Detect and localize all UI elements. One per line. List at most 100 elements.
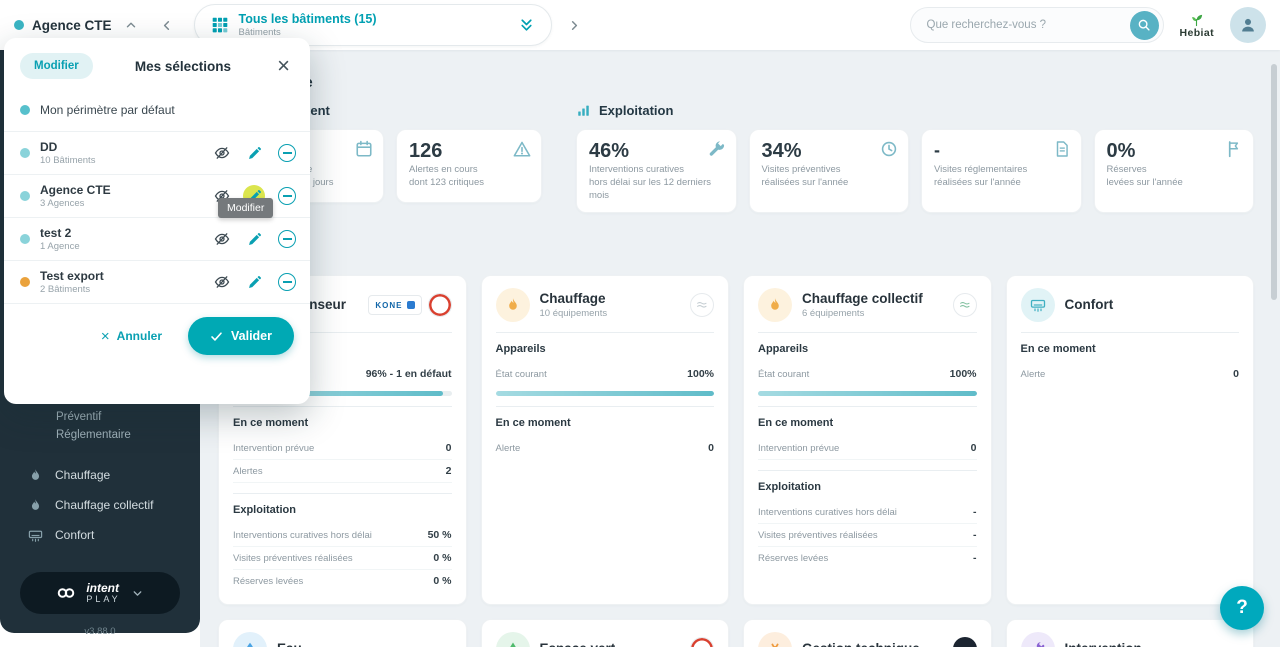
kpi-value: 34% [761, 140, 802, 162]
modifier-tooltip: Modifier [218, 198, 274, 218]
play-label: PLAY [86, 593, 121, 604]
selection-dot [20, 148, 30, 158]
intent-play-logo-icon [56, 583, 76, 603]
buildings-grid-icon [211, 16, 229, 34]
flag-icon [1225, 140, 1243, 158]
card-row: Visites préventives réalisées 0 % [233, 547, 452, 571]
card-section-label: Exploitation [233, 504, 296, 517]
card-row: Réserves levées 0 % [233, 575, 452, 588]
document-icon [1053, 140, 1071, 158]
card-section-label: En ce moment [495, 417, 571, 430]
selection-dot [20, 234, 30, 244]
remove-icon[interactable] [278, 144, 296, 162]
card-title: Espace vert [540, 641, 616, 647]
card-title: Chauffage [539, 291, 606, 307]
sidebar-item-label: Chauffage collectif [55, 498, 154, 512]
edit-pencil-icon[interactable] [243, 271, 265, 293]
modal-title: Mes sélections [134, 58, 231, 74]
equipment-card-gestion-technique[interactable]: Gestion technique a [743, 619, 992, 647]
card-section-label: En ce moment [1020, 343, 1096, 356]
card-title: Chauffage collectif [802, 291, 923, 307]
search-icon [1137, 18, 1151, 32]
stat-value: 126 [409, 140, 443, 162]
selections-modal: Modifier Mes sélections × Mon périmètre … [4, 38, 310, 404]
progress-bar [758, 391, 977, 397]
agency-status-dot [14, 20, 24, 30]
equipment-card-eau[interactable]: Eau [218, 619, 467, 647]
modifier-mode-badge[interactable]: Modifier [20, 53, 93, 79]
progress-bar [495, 391, 714, 397]
tree-icon [505, 641, 521, 647]
equipment-card-chauffage[interactable]: Chauffage 10 équipements Appareils État … [480, 275, 729, 606]
kone-brand-badge: KONE [368, 295, 422, 316]
cancel-button[interactable]: × Annuler [100, 327, 162, 345]
equipment-card-intervention[interactable]: Intervention [1005, 619, 1254, 647]
sidebar-item-preventif[interactable]: Préventif [56, 411, 102, 423]
page-title: Synthèse [246, 74, 1254, 91]
brand-logo [690, 637, 714, 647]
check-icon [210, 330, 223, 343]
close-icon[interactable]: × [277, 53, 290, 78]
card-row: Interventions curatives hors délai 50 % [233, 524, 452, 548]
eye-off-icon[interactable] [214, 274, 230, 290]
leaf-icon [1188, 12, 1205, 27]
flame-icon [505, 297, 521, 313]
chevron-double-down-icon[interactable] [518, 16, 535, 34]
building-selector-title: Tous les bâtiments (15) [238, 11, 377, 26]
kpi-value: 46% [589, 140, 630, 162]
section-exploitation: Exploitation 46% Interventions curatives… [576, 103, 1254, 214]
card-row: Alerte 0 [495, 442, 715, 455]
edit-pencil-icon[interactable] [243, 228, 265, 250]
search-button[interactable] [1129, 10, 1159, 40]
calendar-icon [355, 140, 373, 158]
brand-name: Hebiat [1179, 26, 1214, 39]
default-scope-row[interactable]: Mon périmètre par défaut [4, 85, 310, 131]
selection-dot [20, 277, 30, 287]
card-section-label: En ce moment [758, 417, 834, 430]
sidebar-item-reglementaire[interactable]: Réglementaire [56, 429, 131, 441]
edit-pencil-icon[interactable] [243, 142, 265, 164]
card-title: Intervention [1065, 641, 1142, 647]
clock-icon [880, 140, 898, 158]
bar-chart-icon [576, 103, 591, 118]
eye-off-icon[interactable] [214, 231, 230, 247]
remove-icon[interactable] [278, 187, 296, 205]
card-section-label: Exploitation [758, 481, 821, 494]
air-conditioner-icon [28, 528, 43, 543]
stat-card-alertes: 126 Alertes en cours dont 123 critiques [396, 129, 542, 203]
sidebar-item-chauffage-collectif[interactable]: Chauffage collectif [0, 490, 200, 520]
equipment-card-espace-vert[interactable]: Espace vert [480, 619, 729, 647]
help-button[interactable]: ? [1220, 586, 1264, 630]
chevron-down-icon[interactable] [131, 587, 144, 600]
remove-icon[interactable] [278, 230, 296, 248]
user-avatar[interactable] [1230, 7, 1266, 43]
card-title: Eau [277, 641, 302, 647]
brand-logo: a [952, 637, 977, 647]
next-building-button[interactable] [564, 14, 586, 36]
agency-selector[interactable]: Agence CTE [14, 14, 142, 36]
sidebar-item-confort[interactable]: Confort [0, 520, 200, 550]
kpi-visites-reglementaires: - Visites réglementaires réalisées sur l… [921, 129, 1082, 214]
scrollbar[interactable] [1271, 64, 1277, 300]
equipment-card-confort[interactable]: Confort En ce moment Alerte 0 [1005, 275, 1254, 606]
search-input[interactable] [926, 19, 1130, 31]
eye-off-icon[interactable] [214, 145, 230, 161]
kpi-reserves: 0% Réserves levées sur l'année [1093, 129, 1254, 214]
chevron-up-icon[interactable] [120, 14, 142, 36]
prev-building-button[interactable] [156, 14, 178, 36]
sidebar-item-chauffage[interactable]: Chauffage [0, 460, 200, 490]
selection-dot [20, 191, 30, 201]
brand-logo [427, 293, 452, 318]
intent-play-button[interactable]: intent PLAY [20, 572, 180, 614]
card-section-label: Appareils [758, 343, 809, 356]
remove-icon[interactable] [278, 273, 296, 291]
water-drop-icon [242, 641, 258, 647]
card-row: Visites préventives réalisées - [758, 524, 977, 548]
confirm-button[interactable]: Valider [188, 317, 294, 355]
card-title: Confort [1064, 297, 1114, 312]
top-bar: Agence CTE Tous les bâtiments (15) Bâtim… [0, 0, 1280, 50]
card-row: Réserves levées - [758, 552, 977, 565]
equipment-card-chauffage-collectif[interactable]: Chauffage collectif 6 équipements Appare… [743, 275, 992, 606]
